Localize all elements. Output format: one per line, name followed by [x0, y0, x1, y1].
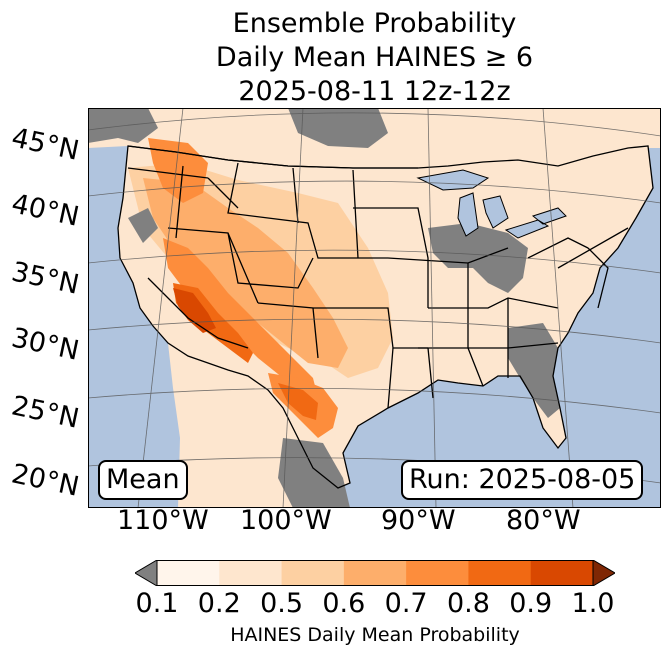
lat-label-45: 45°N	[8, 122, 82, 167]
colorbar-tick-label: 1.0	[571, 588, 615, 619]
lat-label-20: 20°N	[8, 458, 82, 503]
colorbar-tick-label: 0.7	[384, 588, 428, 619]
prob-0.7-west	[163, 238, 318, 398]
lat-label-30: 30°N	[8, 322, 82, 367]
title-line-2: Daily Mean HAINES ≥ 6	[215, 42, 534, 73]
map-panel: Mean Run: 2025-08-05	[87, 107, 662, 509]
run-box: Run: 2025-08-05	[401, 460, 644, 500]
colorbar-frame	[156, 560, 594, 586]
colorbar-bin-4	[406, 560, 469, 586]
great-lakes	[416, 169, 567, 239]
lat-label-25: 25°N	[8, 390, 82, 435]
colorbar-tick-label: 0.8	[446, 588, 490, 619]
map-canvas	[87, 107, 662, 509]
nodata-west	[128, 208, 158, 243]
colorbar-tick-label: 0.6	[322, 588, 366, 619]
lat-label-40: 40°N	[8, 188, 82, 233]
colorbar-label: HAINES Daily Mean Probability	[230, 624, 520, 646]
lon-label-110: 110°W	[117, 505, 209, 536]
colorbar-bin-0	[157, 560, 220, 586]
colorbar-tick-label: 0.9	[509, 588, 553, 619]
colorbar-bins	[157, 560, 594, 586]
prob-0.8-texas	[278, 383, 318, 420]
title-line-3: 2025-08-11 12z-12z	[238, 76, 511, 107]
nodata-midwest	[428, 223, 528, 293]
colorbar-bin-3	[343, 560, 407, 586]
graticule	[87, 107, 662, 509]
colorbar-bin-1	[219, 560, 283, 586]
colorbar-bin-2	[281, 560, 345, 586]
lat-label-35: 35°N	[8, 256, 82, 301]
nodata-mexico	[278, 438, 350, 508]
colorbar-over-arrow	[592, 560, 615, 586]
lon-label-100: 100°W	[240, 505, 332, 536]
lon-label-80: 80°W	[506, 505, 581, 536]
nodata-north	[288, 108, 388, 148]
colorbar-tick-label: 0.1	[135, 588, 179, 619]
colorbar-tick-label: 0.5	[260, 588, 304, 619]
colorbar-bin-6	[530, 560, 594, 586]
lon-label-90: 90°W	[381, 505, 456, 536]
stat-box: Mean	[98, 460, 188, 500]
colorbar-bin-5	[468, 560, 532, 586]
colorbar-tick-label: 0.2	[197, 588, 241, 619]
map-frame	[88, 108, 661, 508]
colorbar	[135, 560, 615, 586]
title-line-1: Ensemble Probability	[232, 8, 517, 39]
conus-outline	[117, 145, 654, 489]
colorbar-under-arrow	[135, 560, 158, 586]
